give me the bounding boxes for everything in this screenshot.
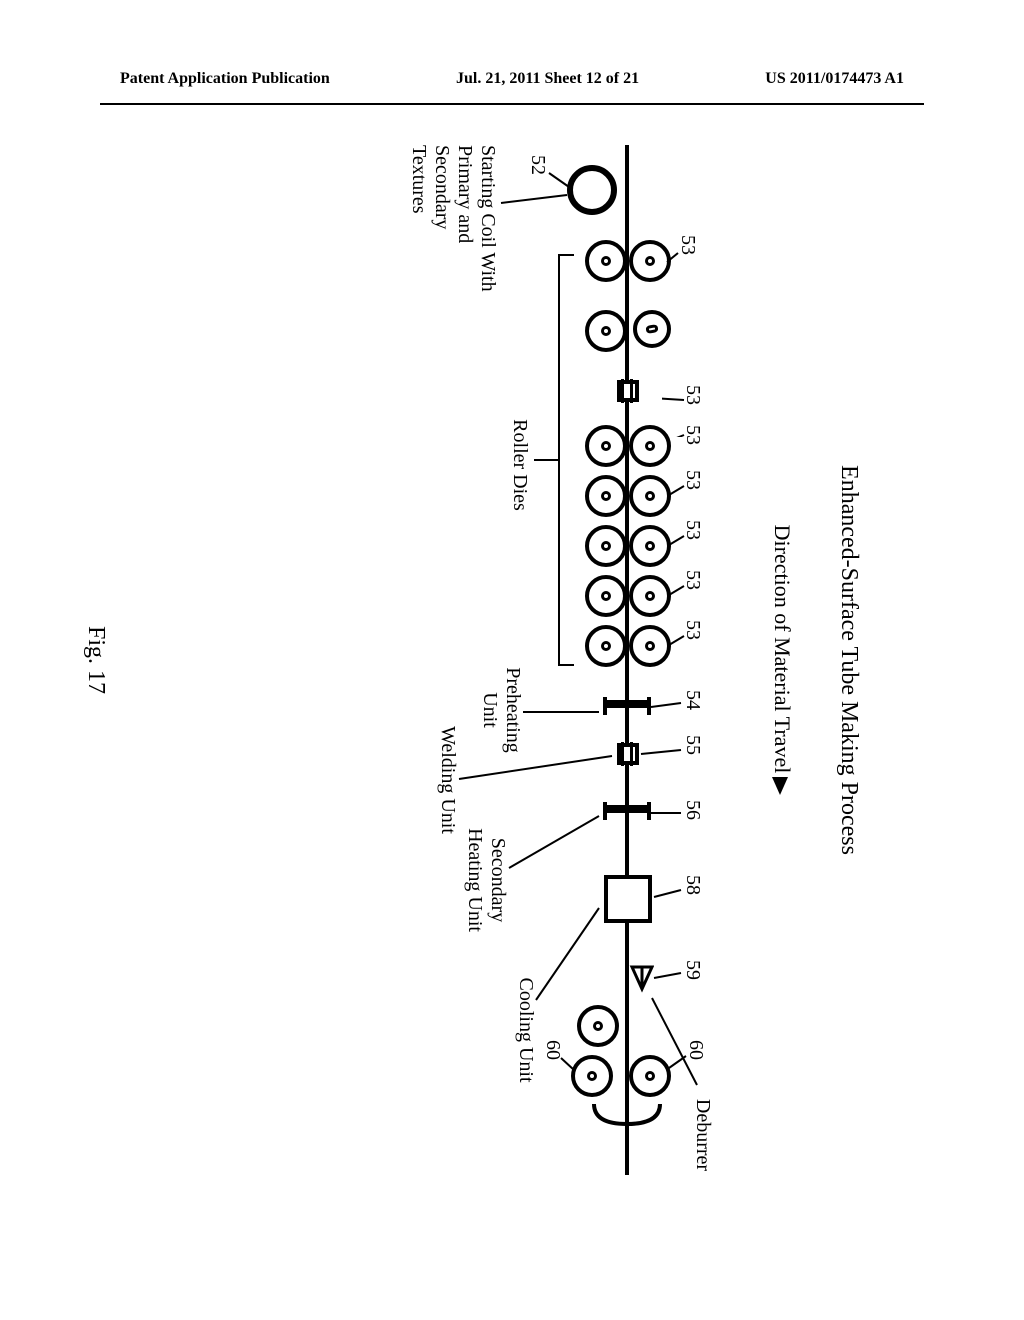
cooling-unit — [604, 875, 652, 923]
leader-53-1 — [661, 250, 681, 270]
leader-58 — [649, 887, 684, 902]
preheating-unit — [605, 700, 649, 708]
starting-coil — [567, 165, 617, 215]
roller-dies-bracket — [529, 250, 579, 670]
leader-55 — [639, 747, 684, 762]
leader-54 — [649, 700, 684, 715]
block-rails-2 — [621, 742, 633, 766]
label-roller-dies: Roller Dies — [508, 405, 531, 525]
leader-weld — [454, 753, 614, 783]
ref-56: 56 — [681, 800, 704, 820]
leader-deburrer — [649, 995, 699, 1090]
deburrer-icon — [624, 965, 654, 995]
leader-53-5 — [667, 533, 687, 553]
figure-label: Fig. 17 — [82, 626, 109, 694]
ref-55: 55 — [681, 735, 704, 755]
diagram-container: Enhanced-Surface Tube Making Process Dir… — [162, 110, 862, 1210]
ref-54: 54 — [681, 690, 704, 710]
leader-53-7 — [667, 633, 687, 653]
header-left: Patent Application Publication — [120, 70, 330, 88]
leader-53-4 — [667, 483, 687, 503]
leader-60b — [557, 1055, 577, 1075]
label-secondary-heating: Secondary Heating Unit — [463, 815, 509, 945]
diagram-title: Enhanced-Surface Tube Making Process — [835, 110, 862, 1210]
ref-58: 58 — [681, 875, 704, 895]
end-bracket — [589, 1100, 664, 1130]
leader-56 — [649, 808, 684, 823]
leader-53-6 — [667, 583, 687, 603]
header-right: US 2011/0174473 A1 — [765, 70, 904, 88]
label-preheating: Preheating Unit — [478, 660, 524, 760]
label-starting-coil: Starting Coil With Primary and Secondary… — [407, 145, 499, 295]
leader-53-2 — [662, 397, 687, 437]
leader-cooling — [531, 905, 601, 1005]
block-rails-1 — [621, 379, 633, 403]
label-deburrer: Deburrer — [691, 1085, 714, 1185]
leader-preheat — [521, 705, 601, 720]
header-center: Jul. 21, 2011 Sheet 12 of 21 — [456, 70, 639, 88]
ref-59: 59 — [681, 960, 704, 980]
leader-sec-heat — [506, 813, 601, 873]
collar-54b — [603, 697, 607, 715]
leader-59 — [652, 970, 684, 985]
collar-56b — [603, 802, 607, 820]
process-line: 52 53 53 53 53 — [499, 135, 749, 1185]
arrow-icon — [769, 773, 795, 795]
secondary-heating — [605, 805, 649, 813]
page-header: Patent Application Publication Jul. 21, … — [0, 0, 1024, 103]
header-divider — [100, 103, 924, 105]
material-line — [625, 145, 629, 1175]
direction-label: Direction of Material Travel — [769, 110, 795, 1210]
leader-coil — [499, 185, 569, 210]
